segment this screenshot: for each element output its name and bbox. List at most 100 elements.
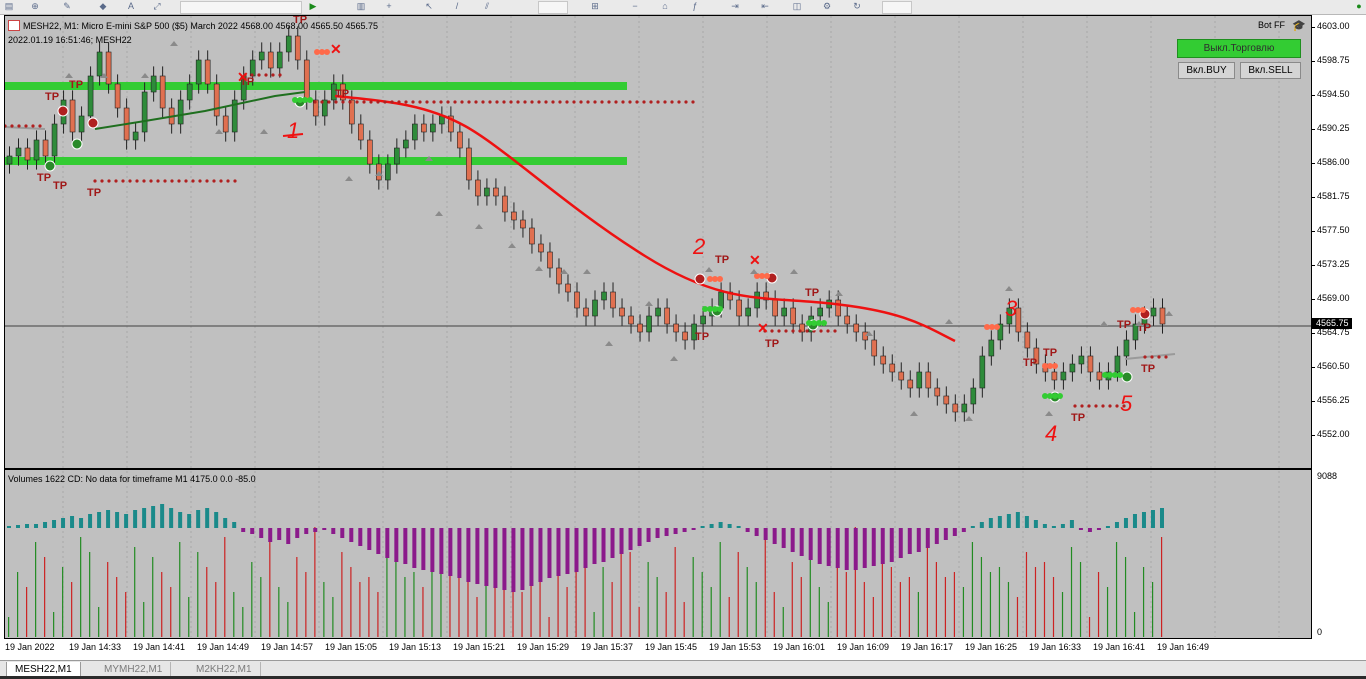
- crosshair-icon[interactable]: ↖: [425, 1, 433, 11]
- chart-window-icon[interactable]: ▤: [4, 1, 14, 11]
- target-level-dots: [516, 100, 520, 104]
- arrow-icon[interactable]: ⤢: [153, 1, 161, 11]
- toolbar-dropdown[interactable]: [180, 1, 302, 14]
- delta-bar: [16, 525, 21, 528]
- delta-bar: [835, 528, 840, 568]
- magnifier-icon[interactable]: ⊕: [31, 1, 39, 11]
- delta-bar: [970, 526, 975, 528]
- screenshot-icon[interactable]: ◫: [792, 1, 802, 11]
- tab-m2kh22[interactable]: M2KH22,M1: [188, 662, 261, 678]
- candle-body: [943, 395, 950, 405]
- volume-bar: [476, 597, 478, 637]
- candle-body: [925, 371, 932, 389]
- delta-bar: [403, 528, 408, 564]
- zoom-in-icon[interactable]: +: [386, 1, 392, 11]
- pen-icon[interactable]: ✎: [63, 1, 71, 11]
- volume-bar: [242, 607, 244, 637]
- time-tick-label: 19 Jan 14:49: [197, 642, 250, 652]
- delta-bar: [142, 508, 147, 528]
- target-level-dots: [551, 100, 555, 104]
- shift-icon[interactable]: ⇤: [761, 1, 769, 11]
- sell-on-button[interactable]: Вкл.SELL: [1240, 62, 1301, 79]
- volume-bar: [1034, 567, 1037, 637]
- target-level-dots: [677, 100, 681, 104]
- period-button[interactable]: [538, 1, 568, 14]
- candle-body: [871, 339, 878, 357]
- indicator-icon[interactable]: ƒ: [692, 1, 698, 11]
- channel-icon[interactable]: ⫽: [484, 1, 489, 11]
- volume-bar: [458, 567, 460, 637]
- fractal-arrow: [790, 269, 798, 274]
- candle-body: [538, 243, 544, 253]
- buy-on-button[interactable]: Вкл.BUY: [1178, 62, 1235, 79]
- target-level-dots: [198, 179, 202, 183]
- target-level-dots: [586, 100, 590, 104]
- target-level-dots: [334, 100, 338, 104]
- target-level-dots: [376, 100, 380, 104]
- price-tick-label: 4577.50: [1317, 225, 1350, 235]
- autotrading-icon[interactable]: ▶: [309, 1, 317, 11]
- volume-bar: [881, 552, 883, 637]
- candle-body: [1006, 307, 1013, 325]
- fractal-arrow: [508, 243, 516, 248]
- target-level-dots: [691, 100, 695, 104]
- target-level-dots: [495, 100, 499, 104]
- diamond-icon[interactable]: ◆: [99, 1, 107, 11]
- trading-off-button[interactable]: Выкл.Торговлю: [1177, 39, 1301, 58]
- annotation-number: 5: [1120, 391, 1133, 416]
- trend-line-grey: [5, 126, 46, 130]
- tab-mymh22[interactable]: MYMH22,M1: [96, 662, 172, 678]
- candle-body: [358, 123, 364, 141]
- cross-mark: ✕: [749, 252, 761, 268]
- entry-marker: [57, 105, 69, 117]
- target-level-dots: [784, 329, 788, 333]
- candle-body: [529, 227, 535, 245]
- price-chart[interactable]: TP TP TP TP TP TP TP TP TP TP TP TP TP TP TP TP TP TP ✕ ✕ ✕ ✕…: [4, 15, 1312, 639]
- properties-icon[interactable]: ⚙: [822, 1, 832, 11]
- signal-dots: [707, 276, 713, 282]
- target-level-dots: [819, 329, 823, 333]
- target-level-dots: [320, 100, 324, 104]
- panel-separator[interactable]: [4, 468, 1311, 470]
- fractal-arrow: [1165, 311, 1173, 316]
- candle-body: [285, 35, 292, 53]
- candle-body: [267, 51, 274, 69]
- delta-bar: [574, 528, 579, 572]
- timeframe-button[interactable]: [882, 1, 912, 14]
- candle-body: [1123, 339, 1130, 357]
- target-level-dots: [805, 329, 809, 333]
- volume-bar: [503, 562, 505, 637]
- volume-bar: [386, 547, 388, 637]
- bot-label: Bot FF: [1258, 20, 1286, 30]
- price-tick: [1311, 27, 1315, 28]
- template-icon[interactable]: ⌂: [662, 1, 668, 11]
- moving-average-line: [334, 94, 956, 343]
- tp-label: TP: [69, 79, 83, 91]
- scroll-icon[interactable]: ⇥: [731, 1, 739, 11]
- fractal-arrow: [535, 266, 543, 271]
- volume-bar: [179, 542, 181, 637]
- grid-icon[interactable]: ⊞: [591, 1, 599, 11]
- delta-bar: [241, 528, 246, 532]
- volume-bar: [521, 592, 523, 637]
- candle-body: [33, 139, 40, 161]
- price-tick-label: 4598.75: [1317, 55, 1350, 65]
- current-price-marker: 4565.75: [1312, 318, 1352, 329]
- target-level-dots: [670, 100, 674, 104]
- volume-bar: [710, 587, 712, 637]
- candle-body: [664, 307, 670, 325]
- line-icon[interactable]: /: [455, 1, 459, 11]
- candle-body: [889, 363, 896, 373]
- zoom-out-icon[interactable]: −: [632, 1, 638, 11]
- target-level-dots: [205, 179, 209, 183]
- price-tick-label: 4603.00: [1317, 21, 1350, 31]
- candle-body: [1078, 355, 1085, 365]
- volume-bar: [908, 577, 910, 637]
- text-tool-icon[interactable]: A: [127, 1, 134, 11]
- target-level-dots: [5, 124, 7, 128]
- entry-marker: [694, 273, 706, 285]
- candle-body: [231, 99, 238, 133]
- bar-chart-icon[interactable]: ▥: [356, 1, 366, 11]
- refresh-icon[interactable]: ↻: [853, 1, 861, 11]
- signal-dots: [984, 324, 990, 330]
